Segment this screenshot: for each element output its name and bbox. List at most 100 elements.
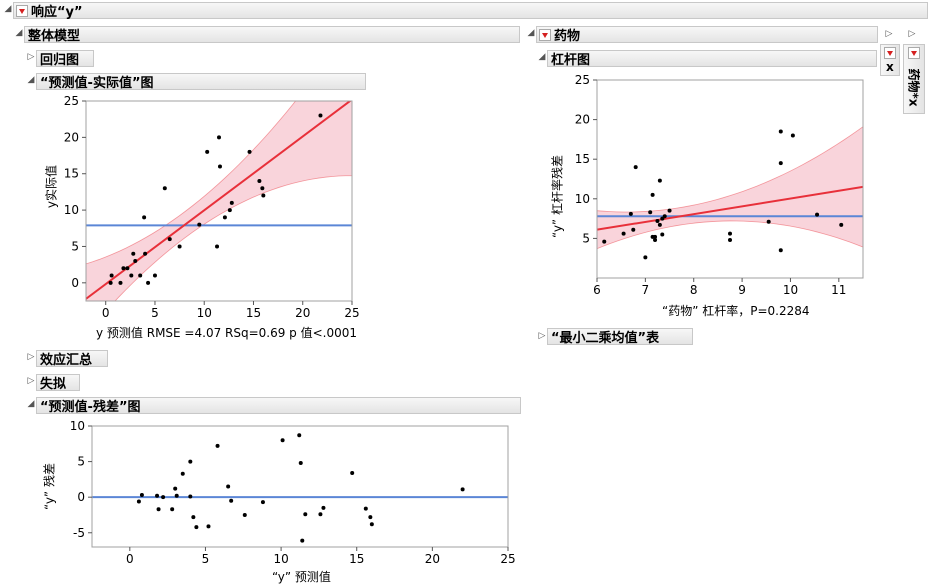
collapse-triangle-icon[interactable]: ◢: [15, 28, 23, 38]
residual-pred-xlabel: “y” 预测值: [272, 570, 331, 584]
expand-triangle-icon[interactable]: ▷: [538, 331, 546, 341]
effect-summary-header[interactable]: 效应汇总: [36, 350, 108, 368]
least-squares-title: “最小二乘均值”表: [551, 331, 660, 346]
leverage-header[interactable]: 杠杆图: [547, 50, 877, 68]
collapse-triangle-icon[interactable]: ◢: [538, 52, 546, 62]
data-point: [139, 493, 144, 498]
data-point: [662, 214, 667, 219]
data-point: [778, 161, 783, 166]
x-tick-label: 10: [783, 283, 798, 297]
data-point: [460, 487, 465, 492]
data-point: [297, 433, 302, 438]
collapse-triangle-icon[interactable]: ◢: [4, 4, 12, 14]
drug-title: 药物: [554, 29, 581, 44]
whole-model-title: 整体模型: [28, 29, 81, 44]
red-triangle-menu-icon[interactable]: [908, 47, 920, 59]
y-tick-label: -5: [73, 526, 85, 540]
data-point: [197, 222, 202, 227]
collapse-triangle-icon[interactable]: ◢: [27, 75, 35, 85]
y-tick-label: 25: [64, 94, 79, 108]
red-triangle-menu-icon[interactable]: [16, 4, 28, 17]
plot-frame: [85, 100, 353, 302]
data-point: [161, 495, 166, 500]
data-point: [300, 538, 305, 543]
x-tick-label: 25: [500, 552, 515, 566]
x-tick-label: 5: [202, 552, 210, 566]
leverage-ylabel: “y” 杠杆率残差: [550, 155, 565, 238]
whole-model-header[interactable]: 整体模型: [24, 26, 520, 44]
lack-of-fit-header[interactable]: 失拟: [36, 374, 80, 392]
data-point: [260, 500, 265, 505]
effect-summary-title: 效应汇总: [40, 353, 93, 368]
data-point: [194, 525, 199, 530]
data-point: [653, 237, 658, 242]
data-point: [621, 231, 626, 236]
x-tick-label: 15: [246, 306, 261, 320]
collapse-triangle-icon[interactable]: ◢: [527, 28, 535, 38]
data-point: [261, 193, 266, 198]
data-point: [368, 515, 373, 520]
data-point: [118, 280, 123, 285]
x-side-panel[interactable]: x: [880, 44, 900, 76]
actual-pred-chart: 0 5 10 15 20 25 0 5 10 15 20 25: [64, 94, 360, 320]
data-point: [363, 506, 368, 511]
data-point: [142, 215, 147, 220]
x-tick-label: 9: [738, 283, 746, 297]
expand-triangle-icon[interactable]: ▷: [908, 29, 916, 39]
data-point: [280, 438, 285, 443]
y-tick-label: 15: [64, 167, 79, 181]
x-tick-label: 8: [690, 283, 698, 297]
regression-plot-title: 回归图: [40, 53, 80, 68]
data-point: [205, 149, 210, 154]
data-point: [242, 512, 247, 517]
data-point: [728, 237, 732, 242]
data-point: [778, 248, 783, 253]
data-point: [643, 255, 648, 260]
x-tick-label: 10: [197, 306, 212, 320]
response-header: 响应“y”: [13, 2, 928, 20]
x-side-title: x: [886, 60, 894, 74]
actual-pred-header[interactable]: “预测值-实际值”图: [36, 73, 366, 91]
expand-triangle-icon[interactable]: ▷: [27, 376, 35, 386]
data-point: [156, 507, 161, 512]
drug-header[interactable]: 药物: [536, 26, 878, 44]
leverage-title: 杠杆图: [551, 53, 591, 68]
fit-line: [597, 185, 863, 231]
plot-frame: [91, 425, 509, 548]
least-squares-header[interactable]: “最小二乘均值”表: [547, 328, 693, 346]
data-point: [215, 244, 220, 249]
expand-triangle-icon[interactable]: ▷: [27, 52, 35, 62]
plot-area: [86, 101, 352, 301]
y-tick-label: 5: [582, 231, 590, 245]
y-tick-label: 15: [575, 152, 590, 166]
data-point: [226, 484, 231, 489]
regression-plot-header[interactable]: 回归图: [36, 50, 94, 68]
data-point: [350, 470, 355, 475]
data-point: [318, 113, 323, 118]
drug-x-side-title: 药物*x: [906, 68, 921, 107]
data-point: [170, 507, 175, 512]
data-point: [129, 273, 134, 278]
expand-triangle-icon[interactable]: ▷: [885, 29, 893, 39]
data-point: [136, 499, 141, 504]
confidence-band: [597, 126, 863, 250]
x-tick-label: 20: [295, 306, 310, 320]
expand-triangle-icon[interactable]: ▷: [27, 352, 35, 362]
fit-line: [86, 101, 352, 300]
data-point: [653, 234, 658, 239]
data-point: [188, 494, 193, 499]
drug-x-side-panel[interactable]: 药物*x: [903, 44, 925, 114]
data-point: [648, 210, 653, 215]
residual-pred-header[interactable]: “预测值-残差”图: [36, 397, 521, 415]
y-tick-label: 5: [77, 455, 85, 469]
red-triangle-menu-icon[interactable]: [539, 28, 551, 41]
plot-area: [92, 433, 508, 543]
data-point: [155, 493, 160, 498]
actual-pred-title: “预测值-实际值”图: [40, 76, 154, 91]
data-point: [121, 266, 126, 271]
collapse-triangle-icon[interactable]: ◢: [27, 399, 35, 409]
data-point: [174, 493, 179, 498]
data-point: [133, 259, 138, 263]
data-point: [728, 231, 732, 236]
red-triangle-menu-icon[interactable]: [884, 47, 896, 59]
